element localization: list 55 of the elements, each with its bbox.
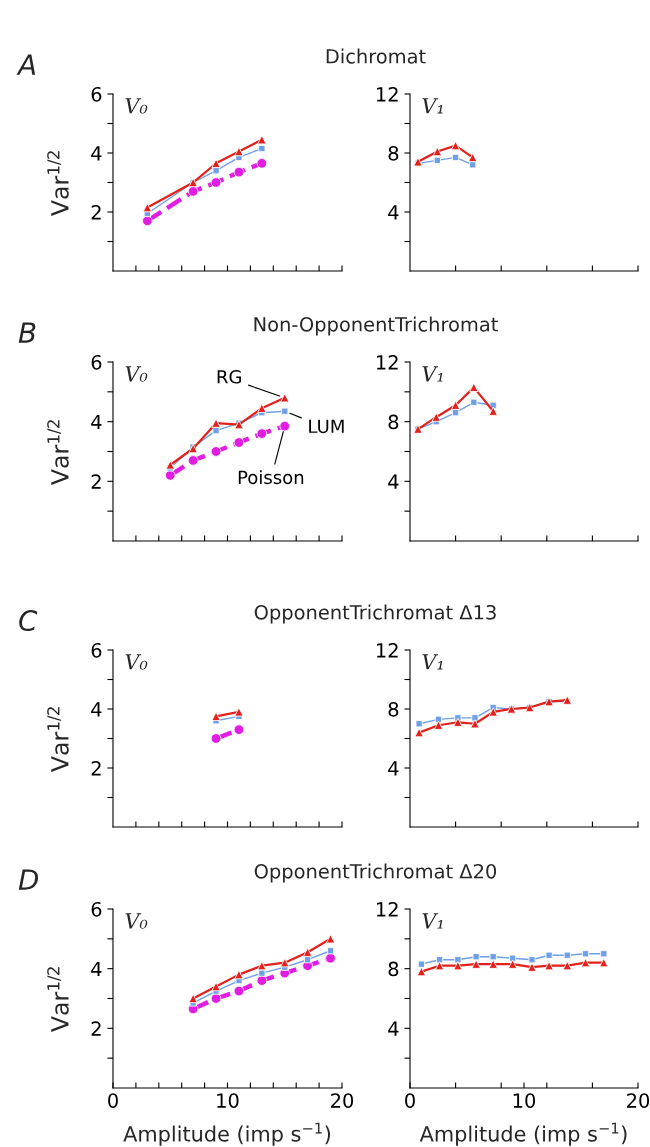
y-tick-label: 2 — [91, 204, 101, 220]
y-tick-label: 2 — [91, 1021, 101, 1036]
series-label: LUM — [309, 419, 344, 434]
chart-title: Dichromat — [326, 48, 426, 64]
chart-title: OpponentTrichromat Δ13 — [254, 604, 496, 624]
y-tick-label: 4 — [91, 961, 102, 977]
annotation: V₀ — [125, 98, 148, 114]
x-axis-title: Amplitude (imp s$^{−1}$) — [419, 1122, 627, 1146]
y-tick-label: 8 — [388, 961, 399, 977]
text: A — [16, 54, 36, 75]
x-axis-title: Amplitude (imp s$^{−1}$) — [123, 1122, 331, 1146]
text: C — [19, 610, 38, 632]
y-axis-title: Var$^{1/2}$ — [47, 967, 69, 1032]
y-tick-label: 4 — [388, 761, 399, 776]
chart-title: OpponentTrichromat Δ20 — [254, 863, 497, 883]
y-tick-label: 4 — [91, 146, 102, 161]
y-tick-label: 2 — [91, 760, 101, 776]
y-tick-label: 12 — [376, 354, 398, 370]
y-tick-label: 4 — [388, 1021, 399, 1036]
x-tick-label: 20 — [331, 1093, 354, 1108]
y-axis-title: Var$^{1/2}$ — [47, 420, 69, 485]
y-tick-label: 6 — [91, 354, 102, 370]
annotation: V₀ — [125, 366, 148, 382]
y-axis-title: Var$^{1/2}$ — [47, 707, 69, 772]
y-tick-label: 8 — [388, 145, 399, 161]
annotation: V₁ — [422, 366, 443, 382]
y-tick-label: 4 — [91, 702, 102, 717]
y-tick-label: 8 — [388, 414, 399, 430]
y-tick-label: 6 — [91, 642, 102, 658]
y-tick-label: 6 — [91, 86, 102, 102]
y-tick-label: 12 — [376, 901, 398, 917]
x-tick-label: 0 — [108, 1093, 118, 1108]
y-tick-label: 6 — [91, 901, 102, 917]
x-tick-label: 10 — [513, 1093, 536, 1108]
chart-title: Non-OpponentTrichromat — [254, 316, 498, 336]
x-tick-label: 10 — [217, 1093, 239, 1108]
annotation: V₁ — [422, 654, 443, 670]
x-tick-label: 20 — [627, 1093, 650, 1108]
series-label: Poisson — [238, 470, 304, 485]
y-tick-label: 4 — [91, 414, 102, 430]
y-tick-label: 12 — [376, 642, 398, 658]
text: B — [18, 322, 36, 343]
y-tick-label: 4 — [388, 205, 399, 220]
y-tick-label: 2 — [91, 474, 101, 489]
x-tick-label: 0 — [405, 1093, 415, 1108]
annotation: V₁ — [422, 98, 443, 114]
text: D — [18, 869, 39, 890]
y-tick-label: 8 — [388, 701, 399, 717]
y-axis-title: Var$^{1/2}$ — [47, 151, 69, 216]
annotation: V₁ — [422, 913, 443, 929]
y-tick-label: 4 — [388, 474, 399, 489]
annotation: V₀ — [125, 913, 148, 929]
annotation: V₀ — [125, 654, 148, 670]
y-tick-label: 12 — [376, 86, 398, 102]
series-label: RG — [217, 369, 241, 384]
